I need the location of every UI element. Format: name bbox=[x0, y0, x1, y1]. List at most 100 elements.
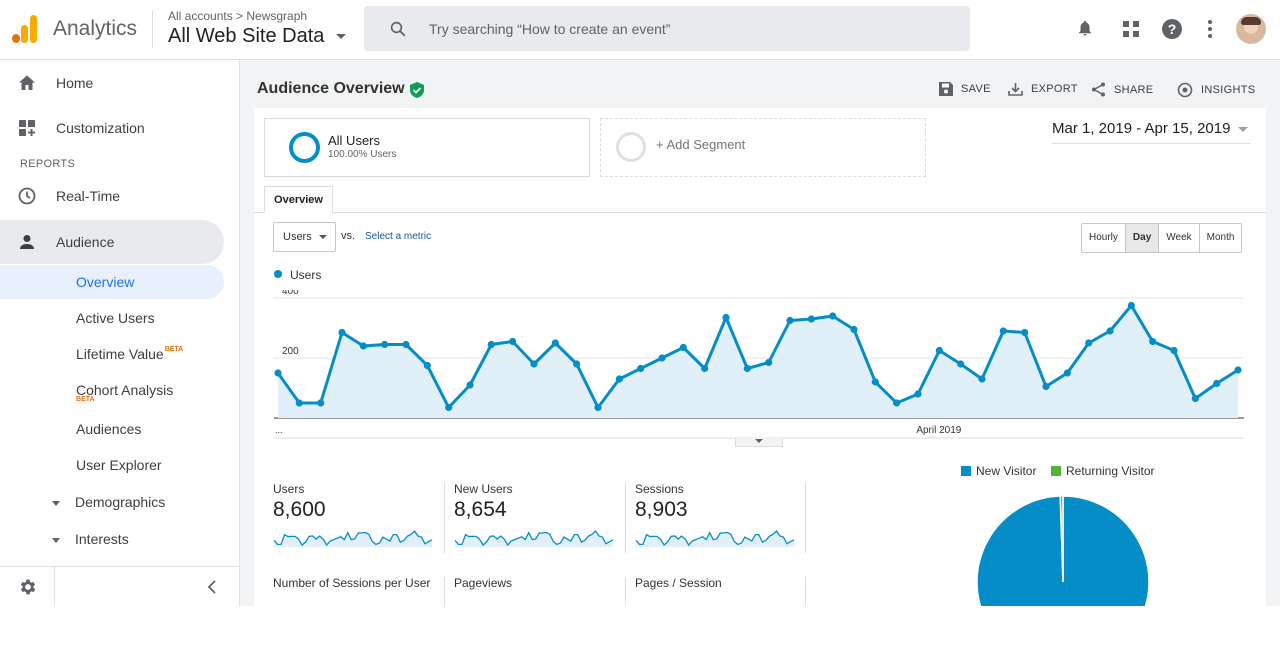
vs-label: vs. bbox=[341, 230, 356, 242]
search-bar[interactable]: Try searching “How to create an event” bbox=[364, 6, 970, 51]
settings-gear-icon[interactable] bbox=[18, 577, 38, 597]
share-button[interactable]: SHARE bbox=[1091, 82, 1153, 97]
tab-overview[interactable]: Overview bbox=[264, 186, 333, 213]
data-point bbox=[402, 340, 410, 349]
kpi-value: 8,600 bbox=[273, 498, 326, 521]
divider bbox=[54, 567, 55, 607]
sidebar-item-customization[interactable]: Customization bbox=[0, 110, 240, 146]
expand-triangle-icon[interactable] bbox=[52, 501, 60, 506]
segment-all-users[interactable]: All Users 100.00% Users bbox=[264, 118, 590, 177]
data-point bbox=[999, 327, 1007, 335]
data-point bbox=[487, 340, 495, 349]
legend-new-visitor[interactable]: New Visitor bbox=[961, 464, 1036, 478]
view-selector[interactable]: All Web Site Data bbox=[168, 25, 325, 47]
divider bbox=[625, 483, 626, 553]
kpi-users[interactable]: Users 8,600 bbox=[273, 482, 435, 562]
divider bbox=[444, 483, 445, 553]
chart-expander-handle[interactable] bbox=[735, 437, 783, 447]
sidebar-item-label: Real-Time bbox=[56, 188, 121, 204]
data-point bbox=[1191, 394, 1199, 403]
granularity-day[interactable]: Day bbox=[1125, 224, 1160, 252]
visitor-pie-chart[interactable] bbox=[977, 494, 1149, 606]
data-point bbox=[615, 375, 623, 383]
granularity-toggle: Hourly Day Week Month bbox=[1081, 223, 1243, 253]
sidebar-item-cohort-analysis[interactable]: Cohort Analysis bbox=[0, 372, 240, 408]
x-tick-label: April 2019 bbox=[916, 425, 961, 436]
kpi-pageviews[interactable]: Pageviews bbox=[454, 576, 616, 656]
kpi-pages-per-session[interactable]: Pages / Session bbox=[635, 576, 797, 656]
data-point bbox=[829, 312, 837, 320]
share-icon bbox=[1092, 82, 1105, 97]
data-point bbox=[871, 378, 879, 386]
data-point bbox=[765, 358, 773, 367]
y-tick-label: 400 bbox=[282, 290, 299, 297]
users-line-chart[interactable]: 400 200... April 2019 bbox=[274, 290, 1244, 440]
data-point bbox=[338, 328, 346, 337]
segment-name: All Users bbox=[328, 133, 381, 148]
legend-swatch bbox=[1051, 466, 1061, 476]
sidebar-item-user-explorer[interactable]: User Explorer bbox=[0, 447, 240, 483]
data-point bbox=[658, 354, 666, 362]
segment-ring-icon bbox=[289, 132, 320, 163]
segment-percent: 100.00% Users bbox=[328, 149, 397, 160]
analytics-logo-icon[interactable] bbox=[12, 15, 38, 43]
export-button[interactable]: EXPORT bbox=[1008, 82, 1078, 96]
data-point bbox=[1127, 301, 1135, 310]
granularity-month[interactable]: Month bbox=[1206, 232, 1235, 243]
sidebar-item-home[interactable]: Home bbox=[0, 65, 240, 101]
sidebar-item-realtime[interactable]: Real-Time bbox=[0, 178, 240, 214]
app-name[interactable]: Analytics bbox=[53, 17, 138, 40]
data-point bbox=[957, 360, 965, 368]
kpi-new-users[interactable]: New Users 8,654 bbox=[454, 482, 616, 562]
date-range-picker[interactable]: Mar 1, 2019 - Apr 15, 2019 bbox=[1052, 120, 1250, 144]
share-label: SHARE bbox=[1114, 83, 1154, 96]
sidebar-item-demographics[interactable]: Demographics bbox=[0, 484, 240, 520]
sidebar-item-interests[interactable]: Interests bbox=[0, 521, 240, 557]
kpi-sessions-per-user[interactable]: Number of Sessions per User bbox=[273, 576, 435, 656]
data-point bbox=[978, 375, 986, 383]
notifications-bell-icon[interactable] bbox=[1076, 18, 1094, 38]
metric-dropdown[interactable]: Users bbox=[273, 222, 336, 252]
export-label: EXPORT bbox=[1031, 83, 1078, 95]
apps-grid-icon[interactable] bbox=[1122, 20, 1140, 38]
sparkline-area bbox=[455, 531, 613, 547]
sparkline-line bbox=[635, 529, 795, 547]
data-point bbox=[637, 364, 645, 373]
data-point bbox=[1234, 366, 1242, 374]
home-icon bbox=[19, 75, 35, 90]
audience-highlight bbox=[0, 220, 224, 264]
data-point bbox=[381, 340, 389, 349]
legend-returning-visitor[interactable]: Returning Visitor bbox=[1051, 464, 1155, 478]
search-placeholder[interactable]: Try searching “How to create an event” bbox=[429, 21, 671, 37]
granularity-hourly[interactable]: Hourly bbox=[1082, 224, 1126, 252]
granularity-week[interactable]: Week bbox=[1159, 224, 1200, 252]
add-segment-button[interactable]: + Add Segment bbox=[600, 118, 926, 177]
sidebar-item-audiences[interactable]: Audiences bbox=[0, 411, 240, 447]
user-avatar[interactable] bbox=[1236, 14, 1266, 44]
sidebar-item-overview[interactable]: Overview bbox=[0, 264, 224, 300]
help-icon[interactable]: ? bbox=[1161, 18, 1183, 40]
caret-down-icon[interactable] bbox=[336, 34, 346, 39]
data-point bbox=[1042, 382, 1050, 391]
divider bbox=[444, 577, 445, 606]
insights-button[interactable]: INSIGHTS bbox=[1177, 82, 1255, 98]
save-button[interactable]: SAVE bbox=[939, 82, 991, 96]
expand-triangle-icon[interactable] bbox=[52, 538, 60, 543]
main-content: Audience Overview SAVE EXPORT SHARE INSI… bbox=[240, 60, 1280, 606]
kpi-sessions[interactable]: Sessions 8,903 bbox=[635, 482, 797, 562]
account-breadcrumb[interactable]: All accounts > Newsgraph bbox=[168, 9, 308, 23]
sidebar-item-label: Interests bbox=[75, 531, 129, 547]
sidebar-item-lifetime-value[interactable]: Lifetime ValueBETA bbox=[0, 336, 240, 372]
more-vert-icon[interactable] bbox=[1206, 19, 1214, 39]
empty-segment-ring-icon bbox=[616, 132, 646, 162]
kpi-label: Pages / Session bbox=[635, 576, 722, 590]
sidebar-item-audience[interactable]: Audience bbox=[0, 224, 224, 260]
caret-down-icon bbox=[319, 235, 327, 239]
select-metric-link[interactable]: Select a metric bbox=[365, 231, 432, 242]
kpi-label: Pageviews bbox=[454, 576, 513, 590]
data-point bbox=[423, 361, 431, 370]
collapse-chevron-left-icon[interactable] bbox=[207, 579, 217, 595]
insights-label: INSIGHTS bbox=[1201, 84, 1256, 96]
sidebar-item-active-users[interactable]: Active Users bbox=[0, 300, 240, 336]
data-point bbox=[701, 364, 709, 373]
